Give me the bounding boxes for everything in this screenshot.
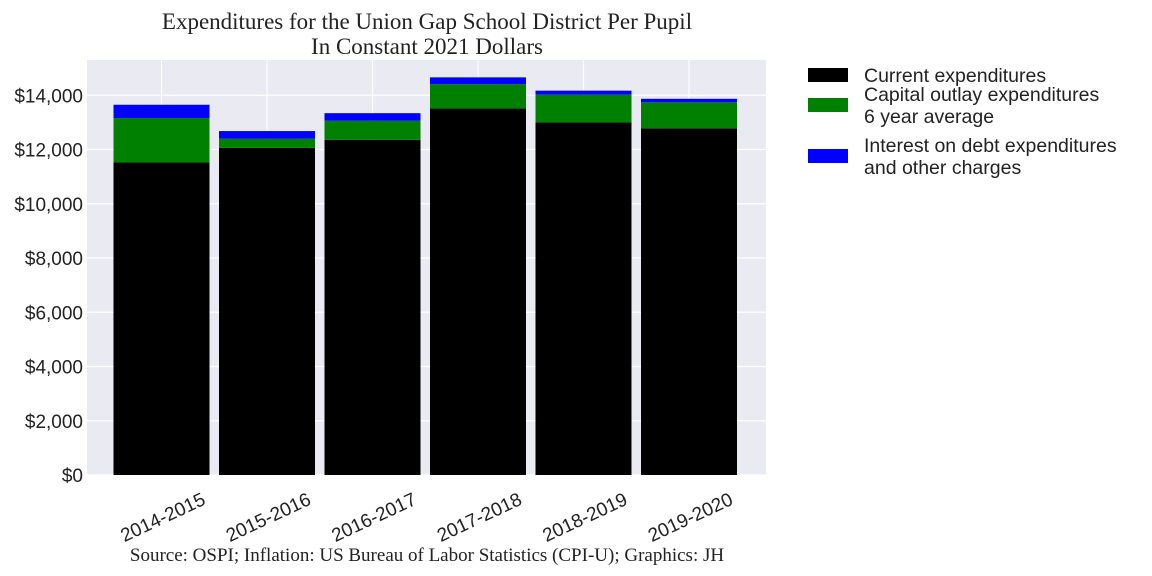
bar-current-expenditures-2014-2015 xyxy=(113,162,210,475)
chart-subtitle: In Constant 2021 Dollars xyxy=(311,34,543,59)
bar-current-expenditures-2017-2018 xyxy=(430,108,526,476)
x-axis: 2014-2015 2015-2016 2016-2017 2017-2018 2018… xyxy=(118,489,737,546)
bar-capital-outlay-expenditures-2017-2018 xyxy=(430,84,526,109)
bar-capital-outlay-expenditures-2018-2019 xyxy=(535,94,632,123)
bar-capital-outlay-expenditures-2016-2017 xyxy=(324,120,421,140)
x-tick-label: 2017-2018 xyxy=(434,489,525,546)
bar-capital-outlay-expenditures-2014-2015 xyxy=(113,118,210,163)
legend-swatch-current-expenditures xyxy=(808,68,848,82)
bar-interest-on-debt-expenditures-2014-2015 xyxy=(113,104,210,119)
bar-capital-outlay-expenditures-2019-2020 xyxy=(641,102,737,129)
legend-swatch-interest-on-debt-expenditures xyxy=(808,149,848,163)
x-tick-label: 2016-2017 xyxy=(329,489,420,546)
bar-capital-outlay-expenditures-2015-2016 xyxy=(219,138,315,148)
bar-interest-on-debt-expenditures-2015-2016 xyxy=(219,131,315,139)
y-axis: $0 $2,000 $4,000 $6,000 $8,000 $10,000 $12,000… xyxy=(14,86,83,487)
x-tick-label: 2015-2016 xyxy=(223,489,314,546)
legend-label: Interest on debt expenditures and other c… xyxy=(864,135,1117,179)
y-tick-label: $0 xyxy=(62,466,83,487)
bar-interest-on-debt-expenditures-2017-2018 xyxy=(430,77,526,85)
y-tick-label: $6,000 xyxy=(25,303,83,324)
source-note: Source: OSPI; Inflation: US Bureau of La… xyxy=(130,545,724,566)
y-tick-label: $12,000 xyxy=(14,141,83,162)
bar-current-expenditures-2015-2016 xyxy=(219,147,315,475)
chart-title: Expenditures for the Union Gap School Di… xyxy=(162,9,692,34)
x-tick-label: 2014-2015 xyxy=(118,489,209,546)
legend-label: Current expenditures xyxy=(864,65,1046,87)
bar-current-expenditures-2016-2017 xyxy=(324,139,421,475)
bar-interest-on-debt-expenditures-2019-2020 xyxy=(641,98,737,103)
bars xyxy=(113,77,737,476)
legend-swatch-capital-outlay-expenditures xyxy=(808,98,848,112)
y-tick-label: $10,000 xyxy=(14,195,83,216)
y-tick-label: $14,000 xyxy=(14,86,83,107)
y-tick-label: $4,000 xyxy=(25,358,83,379)
y-tick-label: $2,000 xyxy=(25,412,83,433)
bar-current-expenditures-2018-2019 xyxy=(535,122,632,475)
bar-current-expenditures-2019-2020 xyxy=(641,128,737,475)
bar-interest-on-debt-expenditures-2018-2019 xyxy=(535,90,632,95)
x-tick-label: 2019-2020 xyxy=(645,489,736,546)
legend-label: Capital outlay expenditures 6 year averag… xyxy=(864,84,1099,128)
x-tick-label: 2018-2019 xyxy=(540,489,631,546)
bar-interest-on-debt-expenditures-2016-2017 xyxy=(324,113,421,121)
y-tick-label: $8,000 xyxy=(25,249,83,270)
